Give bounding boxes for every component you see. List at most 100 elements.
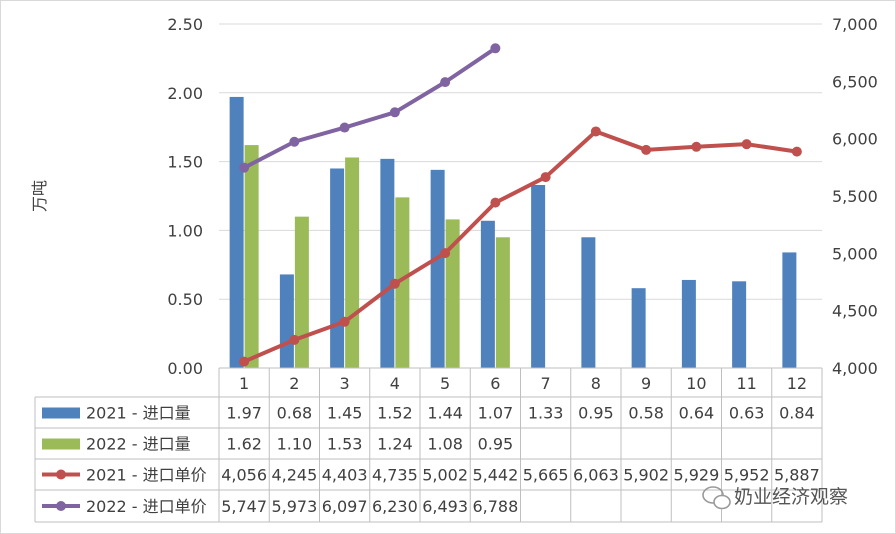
y-left-tick-label: 1.50 bbox=[167, 153, 203, 172]
bar-2021-9 bbox=[631, 288, 646, 368]
table-value: 1.33 bbox=[528, 404, 564, 423]
legend-label-3: 2022 - 进口单价 bbox=[86, 497, 207, 516]
table-value: 0.63 bbox=[729, 404, 765, 423]
watermark-text: 奶业经济观察 bbox=[734, 486, 848, 508]
bar-2021-6 bbox=[480, 220, 495, 368]
table-value: 5,002 bbox=[422, 466, 468, 485]
legend-key-0 bbox=[42, 407, 80, 419]
bar-2021-12 bbox=[782, 252, 797, 368]
bar-2022-6 bbox=[495, 237, 510, 368]
category-label: 5 bbox=[440, 374, 450, 393]
table-value: 0.95 bbox=[578, 404, 614, 423]
table-value: 1.62 bbox=[226, 435, 262, 454]
bar-2022-3 bbox=[345, 157, 360, 368]
table-value: 4,245 bbox=[271, 466, 317, 485]
bar-2022-1 bbox=[244, 145, 259, 368]
table-value: 5,929 bbox=[673, 466, 719, 485]
category-label: 12 bbox=[787, 374, 807, 393]
table-value: 1.08 bbox=[427, 435, 463, 454]
line-price-2021 bbox=[242, 129, 799, 364]
category-label: 9 bbox=[641, 374, 651, 393]
line-price-2022 bbox=[242, 46, 498, 170]
table-value: 1.53 bbox=[327, 435, 363, 454]
category-label: 6 bbox=[490, 374, 500, 393]
y-left-tick-label: 2.00 bbox=[167, 84, 203, 103]
category-label: 8 bbox=[591, 374, 601, 393]
category-label: 1 bbox=[239, 374, 249, 393]
legend-label-0: 2021 - 进口量 bbox=[86, 404, 191, 423]
legend-label-1: 2022 - 进口量 bbox=[86, 435, 191, 454]
category-label: 11 bbox=[736, 374, 756, 393]
y-right-tick-label: 6,000 bbox=[832, 130, 878, 149]
table-value: 5,747 bbox=[221, 497, 267, 516]
point-price-2021-8 bbox=[590, 126, 601, 137]
bar-2021-10 bbox=[681, 279, 696, 368]
bar-2021-4 bbox=[380, 158, 395, 368]
point-price-2021-10 bbox=[691, 141, 702, 152]
point-price-2022-3 bbox=[339, 122, 350, 133]
point-price-2021-1 bbox=[239, 356, 250, 367]
table-value: 4,403 bbox=[322, 466, 368, 485]
bar-2021-5 bbox=[430, 169, 445, 368]
category-label: 2 bbox=[289, 374, 299, 393]
y-right-tick-label: 6,500 bbox=[832, 72, 878, 91]
table-value: 0.68 bbox=[277, 404, 313, 423]
table-value: 1.97 bbox=[226, 404, 262, 423]
table-value: 0.95 bbox=[478, 435, 514, 454]
point-price-2021-9 bbox=[641, 144, 652, 155]
table-value: 1.44 bbox=[427, 404, 463, 423]
point-price-2021-5 bbox=[440, 248, 451, 259]
y-left-tick-label: 0.50 bbox=[167, 290, 203, 309]
table-value: 6,230 bbox=[372, 497, 418, 516]
y-left-tick-label: 1.00 bbox=[167, 221, 203, 240]
legend-key-marker-2 bbox=[56, 469, 66, 480]
table-value: 6,063 bbox=[573, 466, 619, 485]
y-right-tick-label: 4,000 bbox=[832, 359, 878, 378]
point-price-2021-7 bbox=[540, 172, 551, 183]
bar-2021-11 bbox=[732, 281, 747, 368]
category-label: 10 bbox=[686, 374, 706, 393]
legend-key-marker-3 bbox=[56, 501, 66, 511]
table-value: 0.64 bbox=[679, 404, 715, 423]
point-price-2021-11 bbox=[741, 139, 752, 150]
category-label: 4 bbox=[390, 374, 400, 393]
legend-key-1 bbox=[42, 438, 80, 450]
y-right-tick-label: 5,000 bbox=[832, 244, 878, 263]
watermark-logo-icon bbox=[702, 486, 731, 510]
point-price-2022-4 bbox=[389, 107, 400, 118]
table-value: 0.58 bbox=[628, 404, 664, 423]
table-value: 4,056 bbox=[221, 466, 267, 485]
table-value: 5,973 bbox=[271, 497, 317, 516]
point-price-2022-2 bbox=[289, 136, 300, 147]
bar-2021-8 bbox=[581, 237, 596, 368]
table-value: 1.45 bbox=[327, 404, 363, 423]
y-right-tick-label: 7,000 bbox=[832, 15, 878, 34]
bar-2022-4 bbox=[395, 197, 410, 368]
y-left-tick-label: 2.50 bbox=[167, 15, 203, 34]
point-price-2021-4 bbox=[389, 278, 400, 289]
y-right-tick-label: 4,500 bbox=[832, 302, 878, 321]
bar-2022-2 bbox=[294, 216, 309, 368]
table-value: 5,952 bbox=[724, 466, 770, 485]
table-value: 1.52 bbox=[377, 404, 413, 423]
y-axis-title: 万吨 bbox=[30, 180, 49, 212]
point-price-2022-5 bbox=[440, 77, 451, 88]
category-label: 7 bbox=[541, 374, 551, 393]
table-value: 1.07 bbox=[478, 404, 514, 423]
table-value: 5,665 bbox=[523, 466, 569, 485]
bar-2021-2 bbox=[279, 274, 294, 368]
table-value: 0.84 bbox=[779, 404, 815, 423]
bar-2022-5 bbox=[445, 219, 460, 368]
point-price-2022-1 bbox=[239, 162, 250, 173]
legend-label-2: 2021 - 进口单价 bbox=[86, 466, 207, 485]
table-value: 6,097 bbox=[322, 497, 368, 516]
category-label: 3 bbox=[340, 374, 350, 393]
table-value: 5,902 bbox=[623, 466, 669, 485]
table-value: 6,493 bbox=[422, 497, 468, 516]
y-left-tick-label: 0.00 bbox=[167, 359, 203, 378]
y-right-tick-label: 5,500 bbox=[832, 187, 878, 206]
table-value: 4,735 bbox=[372, 466, 418, 485]
point-price-2021-6 bbox=[490, 197, 501, 208]
